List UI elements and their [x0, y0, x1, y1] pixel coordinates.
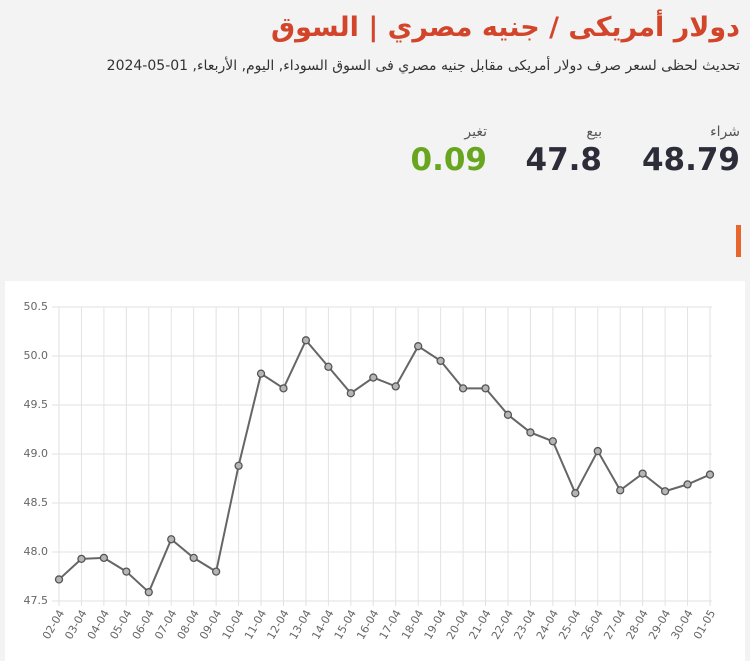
- y-tick-label: 47.5: [24, 594, 49, 607]
- sell-price: بيع 47.8: [526, 124, 603, 178]
- data-point: [54, 575, 64, 584]
- y-tick-label: 48.0: [24, 545, 49, 558]
- data-point: [660, 487, 670, 496]
- data-point: [481, 384, 490, 393]
- data-point: [189, 553, 198, 563]
- price-label: شراء: [710, 124, 740, 140]
- data-point: [391, 382, 400, 391]
- data-point: [593, 446, 602, 456]
- data-point: [122, 567, 131, 576]
- buy-price: شراء 48.79: [642, 124, 740, 178]
- data-point: [436, 356, 445, 366]
- price-value: 47.8: [525, 142, 603, 178]
- data-point: [99, 553, 109, 563]
- data-point: [705, 470, 715, 479]
- price-value: 48.79: [641, 142, 740, 178]
- data-point: [144, 588, 153, 597]
- change: تغير 0.09: [411, 124, 488, 178]
- data-point: [548, 437, 558, 446]
- y-tick-label: 49.0: [24, 447, 49, 460]
- page-subtitle: تحديث لحظى لسعر صرف دولار أمريكى مقابل ج…: [106, 58, 740, 74]
- data-point: [301, 336, 311, 345]
- y-tick-label: 49.5: [24, 398, 49, 411]
- data-line: [58, 338, 711, 594]
- accent-bar: [736, 225, 741, 257]
- data-point: [503, 410, 513, 419]
- data-point: [256, 369, 266, 378]
- data-point: [324, 362, 333, 371]
- data-point: [346, 389, 355, 398]
- chart-panel: [5, 281, 745, 661]
- data-point: [279, 384, 288, 393]
- data-point: [458, 384, 468, 393]
- data-point: [571, 489, 580, 498]
- y-tick-label: 48.5: [24, 496, 49, 509]
- y-tick-label: 50.5: [24, 300, 49, 313]
- price-label: تغير: [464, 124, 487, 140]
- data-point: [638, 469, 647, 478]
- data-point: [616, 486, 625, 495]
- data-point: [167, 535, 176, 544]
- y-tick-label: 50.0: [24, 349, 49, 362]
- price-value: 0.09: [410, 142, 488, 178]
- price-label: بيع: [586, 124, 602, 140]
- data-point: [211, 567, 221, 576]
- data-point: [526, 428, 535, 437]
- data-point: [414, 342, 423, 351]
- data-point: [234, 461, 243, 470]
- data-point: [77, 554, 86, 564]
- x-tick-label: 01-05: [691, 608, 718, 642]
- data-point: [369, 373, 378, 382]
- page-title: دولار أمريكى / جنيه مصري | السوق: [270, 12, 740, 43]
- data-point: [683, 480, 692, 489]
